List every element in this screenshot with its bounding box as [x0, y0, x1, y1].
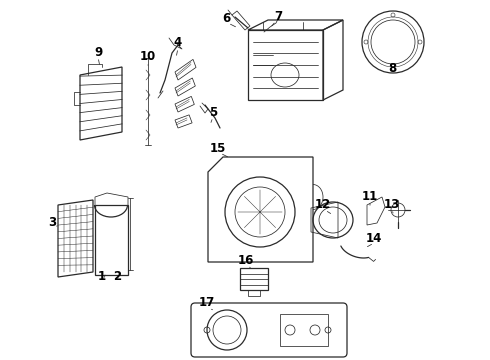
Bar	[248, 290, 260, 296]
Bar	[240, 268, 268, 290]
Text: 1: 1	[98, 270, 106, 283]
Bar	[248, 30, 323, 100]
Text: 9: 9	[94, 45, 102, 58]
Text: 6: 6	[222, 12, 230, 24]
Text: 16: 16	[238, 253, 254, 266]
Text: 3: 3	[48, 216, 56, 229]
Text: 2: 2	[113, 270, 121, 283]
Text: 11: 11	[362, 189, 378, 202]
Text: 7: 7	[274, 9, 282, 22]
Text: 4: 4	[174, 36, 182, 49]
Bar	[280, 314, 328, 346]
Text: 15: 15	[210, 141, 226, 154]
Text: 12: 12	[315, 198, 331, 211]
Text: 10: 10	[140, 50, 156, 63]
Bar	[95, 205, 128, 275]
Text: 17: 17	[199, 297, 215, 310]
Text: 8: 8	[388, 62, 396, 75]
Text: 5: 5	[209, 105, 217, 118]
Text: 14: 14	[366, 231, 382, 244]
Text: 13: 13	[384, 198, 400, 211]
